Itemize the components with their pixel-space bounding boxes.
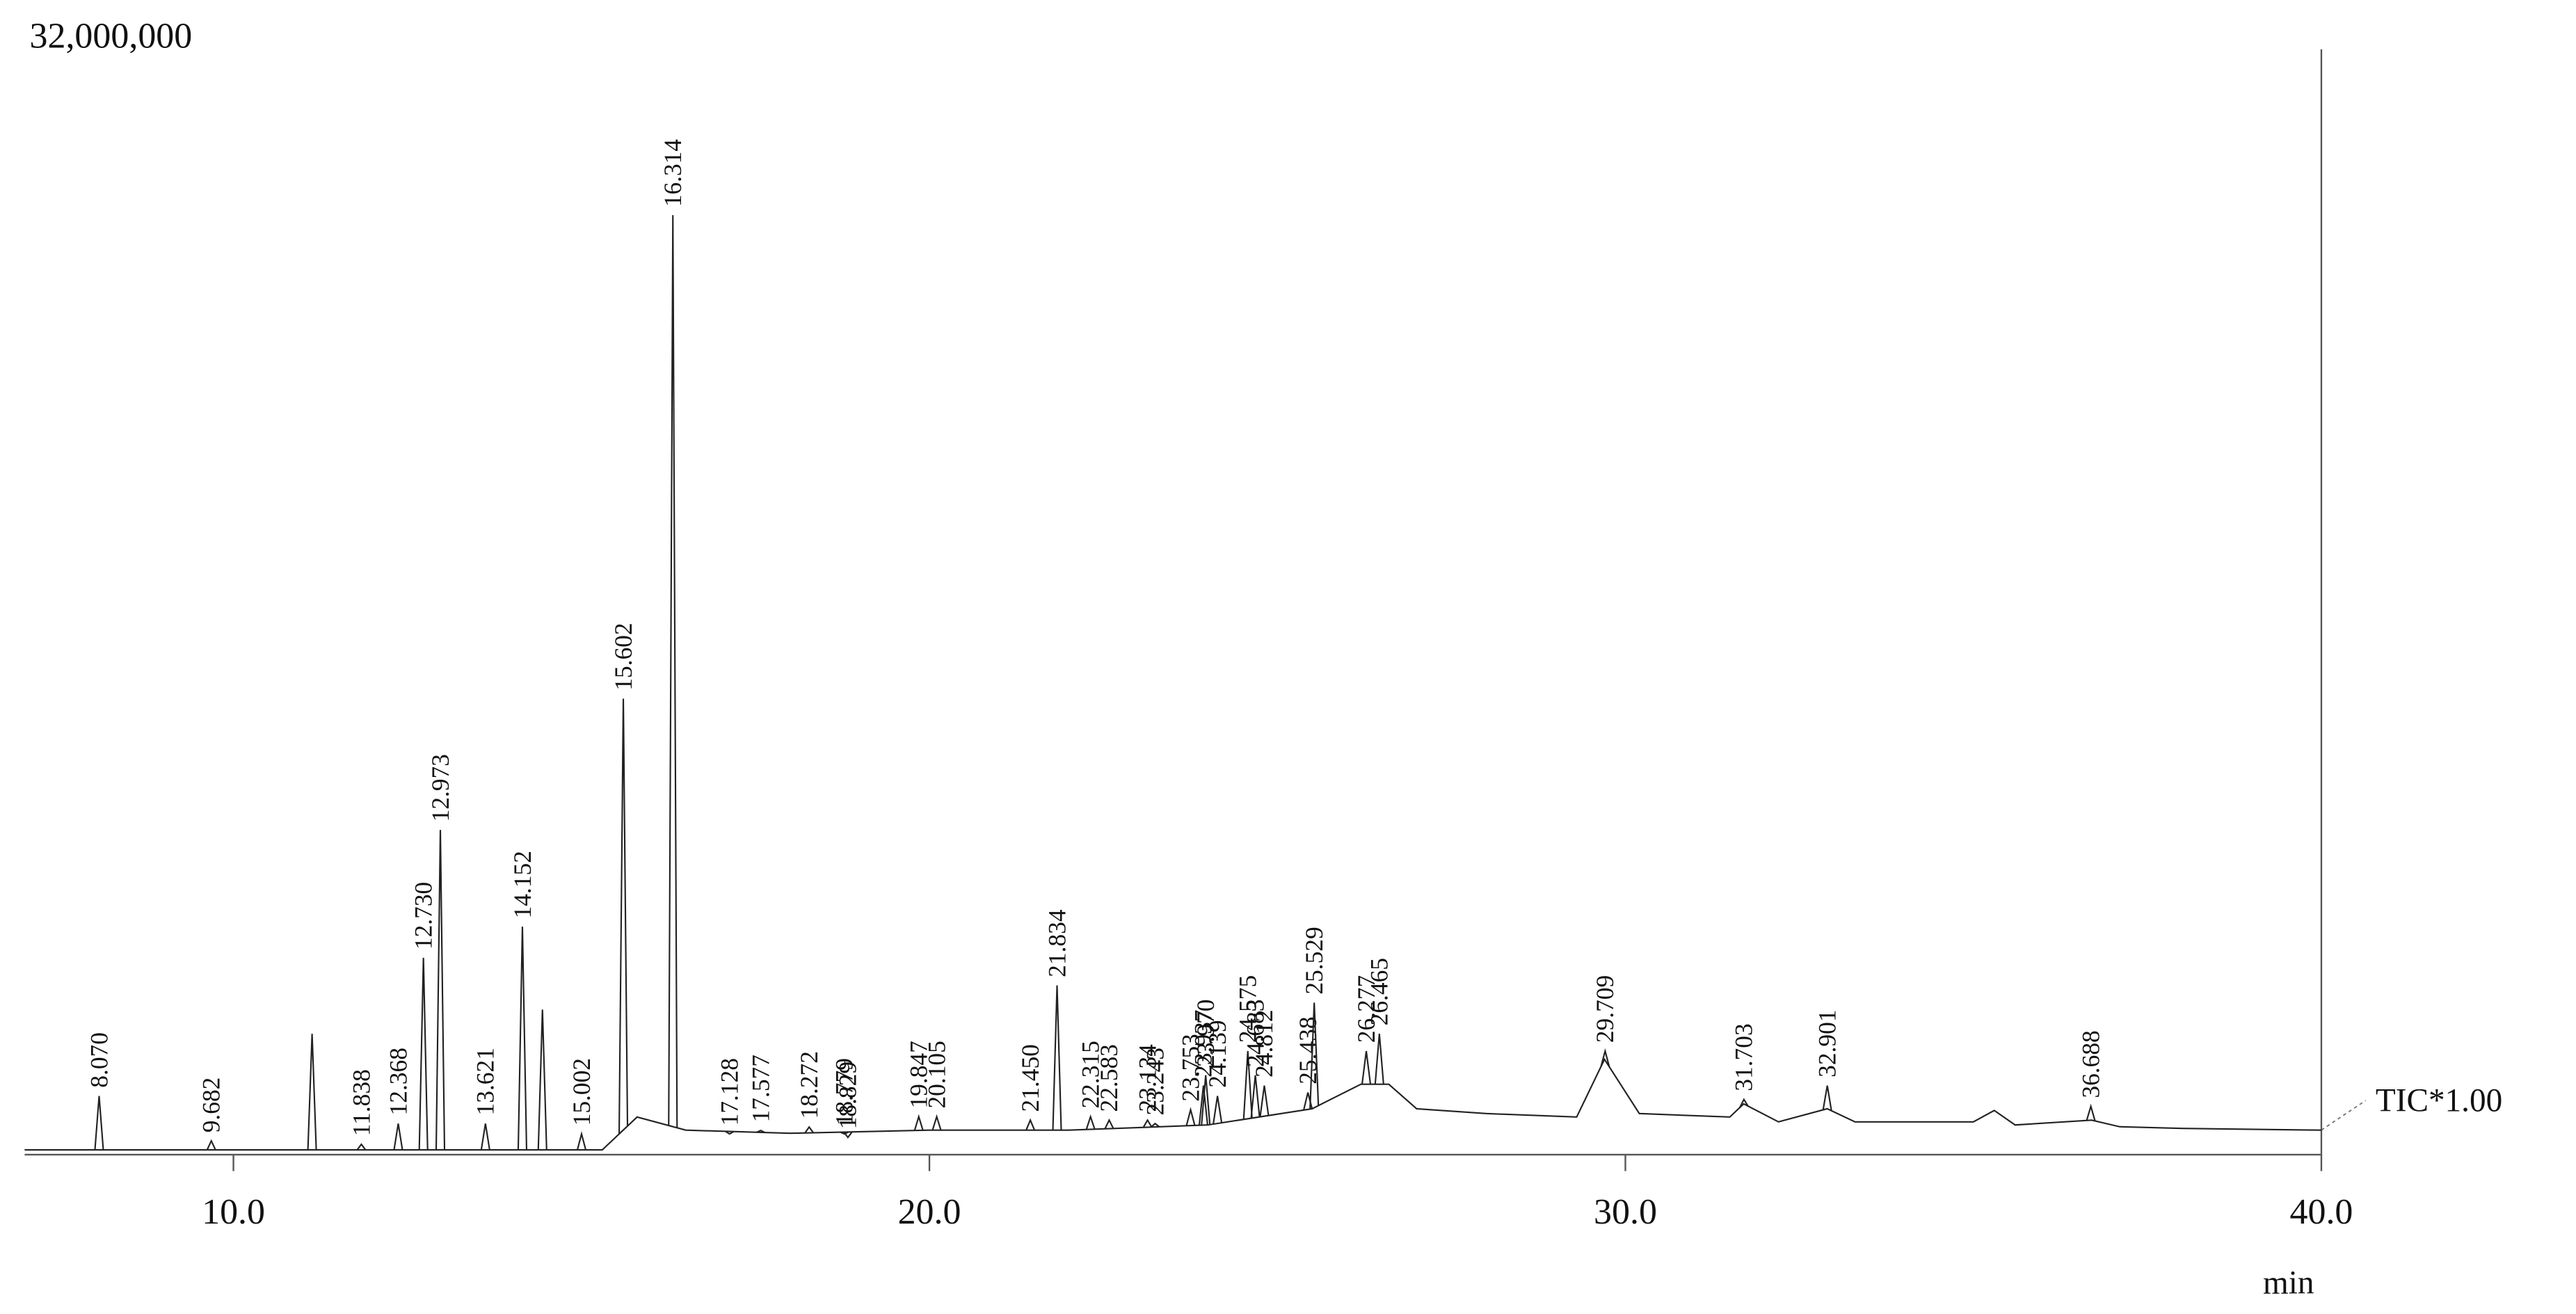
peak-label: 20.105 xyxy=(922,1041,950,1108)
peak xyxy=(756,1130,766,1134)
peak xyxy=(618,698,629,1135)
peak-label: 17.128 xyxy=(715,1058,743,1125)
peak-label: 12.730 xyxy=(409,882,437,950)
x-tick-label: 40.0 xyxy=(2290,1192,2353,1232)
peak-label: 22.315 xyxy=(1076,1041,1104,1108)
y-tick-label: 32,000,000 xyxy=(30,17,193,56)
peak xyxy=(1600,1048,1610,1067)
peak xyxy=(576,1130,587,1151)
peak xyxy=(1201,1075,1211,1125)
peak-label: 23.134 xyxy=(1133,1044,1161,1112)
peak xyxy=(1242,1050,1253,1120)
peak xyxy=(206,1139,216,1151)
x-axis-label: min xyxy=(2263,1265,2314,1301)
peak-label: 9.682 xyxy=(198,1077,225,1133)
peak-label: 11.838 xyxy=(347,1069,375,1136)
peak xyxy=(1259,1085,1270,1117)
peak xyxy=(1213,1096,1223,1125)
peak xyxy=(480,1123,490,1151)
peak xyxy=(418,957,429,1151)
peak-label: 19.847 xyxy=(905,1041,933,1108)
peak-label: 17.577 xyxy=(746,1055,774,1122)
peak-label: 18.272 xyxy=(795,1051,823,1119)
peak xyxy=(1309,1002,1320,1109)
peak xyxy=(2086,1103,2096,1121)
peak xyxy=(725,1130,735,1135)
peak-label: 12.368 xyxy=(384,1048,412,1115)
peak xyxy=(1185,1107,1196,1126)
peak xyxy=(1085,1114,1096,1130)
peak xyxy=(1025,1118,1036,1131)
peak-label: 12.973 xyxy=(426,754,454,822)
peak xyxy=(1198,1085,1208,1125)
peak xyxy=(843,1131,853,1139)
peak-label: 18.779 xyxy=(831,1058,858,1125)
peak-label: 24.812 xyxy=(1250,1009,1278,1077)
peak xyxy=(435,830,446,1151)
peak-label: 13.621 xyxy=(472,1048,499,1115)
peak-label: 21.450 xyxy=(1016,1044,1044,1112)
peak-label: 23.243 xyxy=(1141,1048,1169,1115)
peak xyxy=(668,215,678,1128)
peak-label: 36.688 xyxy=(2077,1030,2104,1098)
peak-label: 29.709 xyxy=(1591,975,1619,1043)
peak-label: 26.465 xyxy=(1366,958,1393,1025)
peak xyxy=(1150,1122,1160,1128)
peak xyxy=(1374,1034,1384,1084)
peak-label: 32.901 xyxy=(1814,1009,1841,1077)
peak xyxy=(1822,1085,1832,1111)
peak-label: 23.937 xyxy=(1190,1009,1217,1077)
peak-label: 22.583 xyxy=(1095,1044,1123,1112)
peak xyxy=(537,1009,547,1151)
x-tick-label: 30.0 xyxy=(1594,1192,1657,1232)
peak xyxy=(356,1143,367,1151)
peak xyxy=(1361,1050,1372,1084)
peak xyxy=(913,1114,924,1131)
peak xyxy=(804,1125,815,1134)
peak-label: 15.602 xyxy=(609,623,637,690)
peak-label: 23.753 xyxy=(1176,1034,1204,1101)
peak-label: 24.683 xyxy=(1241,1000,1269,1067)
peak xyxy=(1738,1098,1749,1108)
peak xyxy=(517,927,528,1151)
peak-label: 25.529 xyxy=(1300,927,1328,994)
peak xyxy=(1052,985,1062,1130)
peak xyxy=(1142,1119,1153,1128)
x-tick-label: 10.0 xyxy=(202,1192,265,1232)
peak xyxy=(393,1123,403,1151)
series-label: TIC*1.00 xyxy=(2376,1083,2502,1119)
peak-label: 23.970 xyxy=(1192,1000,1219,1067)
peak-label: 15.002 xyxy=(568,1058,595,1125)
peak-label: 14.152 xyxy=(509,851,536,918)
peak xyxy=(1104,1118,1114,1130)
peak xyxy=(931,1114,942,1131)
peak-label: 31.703 xyxy=(1730,1023,1758,1091)
peak-label: 21.834 xyxy=(1043,909,1071,977)
trace xyxy=(24,1057,2321,1151)
peak xyxy=(1250,1075,1261,1119)
series-leader xyxy=(2321,1100,2367,1131)
peak-label: 8.070 xyxy=(85,1032,113,1088)
peak-label: 18.829 xyxy=(834,1061,862,1129)
x-tick-label: 20.0 xyxy=(898,1192,961,1232)
peak-label: 24.575 xyxy=(1234,975,1262,1043)
peak-label: 24.139 xyxy=(1203,1020,1231,1087)
peak xyxy=(307,1034,317,1151)
peak-label: 26.277 xyxy=(1352,975,1380,1043)
peak-label: 16.314 xyxy=(659,139,687,207)
peak xyxy=(94,1096,104,1151)
